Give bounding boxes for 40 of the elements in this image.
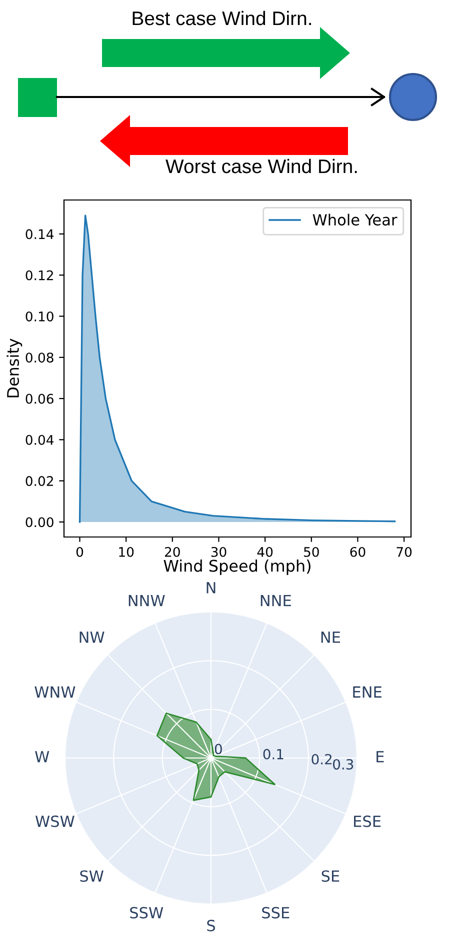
y-axis-title: Density — [6, 338, 22, 398]
spoke-label: S — [207, 920, 215, 932]
spoke-label: SE — [322, 870, 340, 882]
text: Worst case Wind Dirn. — [166, 158, 357, 174]
y-tick-label: 0.04 — [26, 434, 54, 445]
x-tick-label: 0 — [76, 546, 84, 557]
x-axis-title: Wind Speed (mph) — [164, 559, 310, 575]
y-tick-label: 0.10 — [26, 311, 54, 322]
spoke-label: N — [206, 582, 216, 594]
x-tick-label: 10 — [119, 546, 134, 557]
legend-label: Whole Year — [312, 214, 398, 226]
spoke-label: SSW — [130, 906, 164, 918]
y-tick-label: 0.08 — [26, 352, 54, 363]
x-tick-label: 60 — [350, 546, 366, 557]
x-tick-label: 30 — [211, 546, 226, 557]
y-tick-label: 0.3 — [333, 759, 354, 770]
y-tick-label: 0.2 — [312, 754, 332, 764]
x-tick-label: 50 — [304, 546, 319, 557]
spoke-label: SW — [80, 870, 104, 882]
y-tick-label: 0.14 — [26, 229, 54, 240]
x-tick-label: 40 — [257, 546, 273, 557]
spoke-label: NNE — [260, 595, 291, 606]
spoke-label: WSW — [35, 816, 74, 828]
spoke-label: NNW — [128, 595, 165, 606]
text: Best case Wind Dirn. — [132, 10, 311, 26]
spoke-label: ENE — [353, 686, 382, 698]
spoke-label: NE — [321, 632, 340, 643]
spoke-label: NW — [80, 632, 104, 643]
x-tick-label: 70 — [396, 546, 412, 557]
y-tick-label: 0.00 — [26, 517, 54, 528]
y-tick-label: 0.12 — [26, 270, 53, 280]
spoke-label: W — [35, 751, 50, 762]
spoke-label: ESE — [354, 816, 381, 828]
y-tick-label: 0.06 — [26, 394, 54, 404]
spoke-label: WNW — [34, 686, 76, 698]
spoke-label: E — [376, 751, 384, 762]
y-tick-label: 0.02 — [26, 476, 53, 486]
x-tick-label: 20 — [164, 546, 180, 557]
y-tick-label: 0.1 — [263, 748, 284, 760]
spoke-label: SSE — [262, 906, 290, 918]
